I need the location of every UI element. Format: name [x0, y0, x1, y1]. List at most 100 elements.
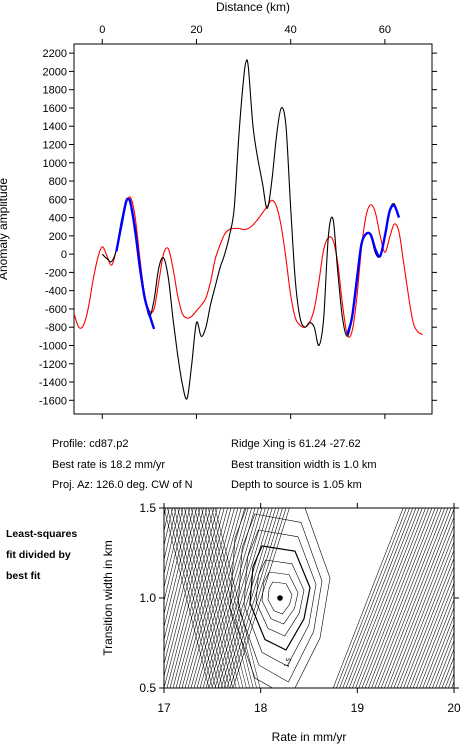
- contour-line: [223, 508, 280, 688]
- contour-description-line: Least-squares: [6, 528, 78, 540]
- contour-line: [364, 508, 436, 688]
- profile-y-tick-label: -800: [45, 322, 67, 334]
- contour-line: [164, 508, 210, 688]
- contour-line: [361, 508, 433, 688]
- contour-line: [177, 508, 223, 688]
- contour-line: [211, 508, 257, 688]
- profile-y-tick-label: 200: [49, 231, 67, 243]
- contour-line: [368, 508, 439, 688]
- contour-line: [184, 508, 230, 688]
- contour-y-axis-label: Transition width in km: [101, 540, 115, 656]
- profile-y-tick-label: -600: [45, 304, 67, 316]
- contour-x-tick-label: 17: [157, 701, 171, 715]
- contour-line: [229, 508, 287, 688]
- best-rate-text: Best rate is 18.2 mm/yr: [52, 459, 166, 471]
- profile-plot-frame: [73, 43, 433, 415]
- profile-y-tick-label: 1200: [43, 139, 67, 151]
- ridge-crossing-text: Ridge Xing is 61.24 -27.62: [231, 438, 361, 450]
- profile-y-axis-label: Anomaly amplitude: [0, 178, 10, 280]
- profile-y-tick-label: -1000: [39, 340, 67, 352]
- observed-anomaly-line: [101, 59, 400, 400]
- contour-line: [196, 508, 249, 688]
- contour-line: [220, 508, 276, 688]
- contour-line: [187, 508, 234, 688]
- contour-ring: [261, 571, 299, 625]
- contour-line: [201, 508, 247, 688]
- profile-y-tick-label: -400: [45, 286, 67, 298]
- contour-line: [384, 508, 454, 688]
- profile-y-tick-label: 1000: [43, 158, 67, 170]
- contour-line: [164, 508, 177, 562]
- profile-y-tick-label: 0: [61, 249, 67, 261]
- contour-line: [432, 631, 454, 688]
- contour-y-tick-label: 1.0: [139, 591, 156, 605]
- contour-value-label: 1.5: [283, 657, 293, 669]
- profile-y-tick-label: 2000: [43, 66, 67, 78]
- profile-chart: -1600-1400-1200-1000-800-600-400-2000200…: [0, 0, 437, 419]
- contour-line: [170, 508, 217, 688]
- contour-line: [169, 508, 218, 688]
- profile-y-tick-label: 1800: [43, 85, 67, 97]
- contour-line: [184, 508, 235, 688]
- contour-line: [164, 508, 180, 575]
- contour-line: [371, 508, 442, 688]
- contour-line: [194, 508, 240, 688]
- contour-line: [425, 615, 454, 688]
- contour-ring: [249, 545, 311, 651]
- contour-line: [332, 508, 404, 688]
- contour-ring: [237, 513, 323, 683]
- contour-line: [199, 508, 252, 688]
- contour-line: [164, 508, 173, 547]
- best-width-text: Best transition width is 1.0 km: [231, 459, 377, 471]
- profile-y-tick-label: 2200: [43, 48, 67, 60]
- contour-line: [435, 639, 454, 688]
- contour-ring: [255, 559, 305, 637]
- contour-y-tick-label: 1.5: [139, 501, 156, 515]
- best-fit-marker: [277, 595, 283, 601]
- contour-line: [190, 508, 237, 688]
- contour-axes: 17 18 19 20 0.5 1.0 1.5: [139, 501, 461, 715]
- contour-line: [348, 508, 420, 688]
- contour-line: [387, 516, 454, 688]
- contour-line: [438, 648, 454, 688]
- profile-y-tick-label: 400: [49, 213, 67, 225]
- contour-line: [164, 508, 197, 641]
- contour-x-tick-label: 20: [447, 701, 461, 715]
- profile-y-tick-label: 1400: [43, 121, 67, 133]
- contour-lines-group: [164, 508, 454, 688]
- contour-line: [180, 508, 227, 688]
- contour-line: [164, 508, 201, 654]
- profile-y-tick-label: -1400: [39, 377, 67, 389]
- contour-description-line: fit divided by: [6, 549, 71, 561]
- contour-line: [339, 508, 410, 688]
- contour-line: [217, 508, 273, 688]
- profile-name-text: Profile: cd87.p2: [52, 438, 129, 450]
- contour-line: [173, 508, 220, 688]
- contour-line: [164, 508, 204, 666]
- contour-line: [355, 508, 426, 688]
- profile-x-tick-label: 60: [379, 24, 391, 36]
- contour-line: [204, 508, 251, 688]
- contour-line: [412, 582, 454, 688]
- contour-line: [428, 623, 454, 688]
- model-anomaly-line: [74, 196, 423, 338]
- contour-line: [164, 508, 184, 589]
- profile-series-group: [74, 59, 423, 400]
- contour-line: [409, 574, 454, 688]
- contour-line: [214, 508, 261, 688]
- profile-y-tick-label: 600: [49, 194, 67, 206]
- contour-line: [167, 508, 213, 688]
- profile-y-tick-label: -1200: [39, 359, 67, 371]
- contour-line: [403, 557, 454, 688]
- contour-line: [181, 508, 232, 688]
- contour-x-axis-label: Rate in mm/yr: [272, 730, 347, 744]
- profile-x-axis-label: Distance (km): [216, 0, 290, 14]
- contour-line: [374, 508, 446, 688]
- contour-line: [164, 508, 194, 629]
- contour-line: [396, 541, 454, 688]
- contour-ring: [267, 581, 293, 615]
- contour-line: [358, 508, 430, 688]
- contour-line: [336, 508, 407, 688]
- profile-x-tick-label: 40: [285, 24, 297, 36]
- contour-line: [193, 508, 246, 688]
